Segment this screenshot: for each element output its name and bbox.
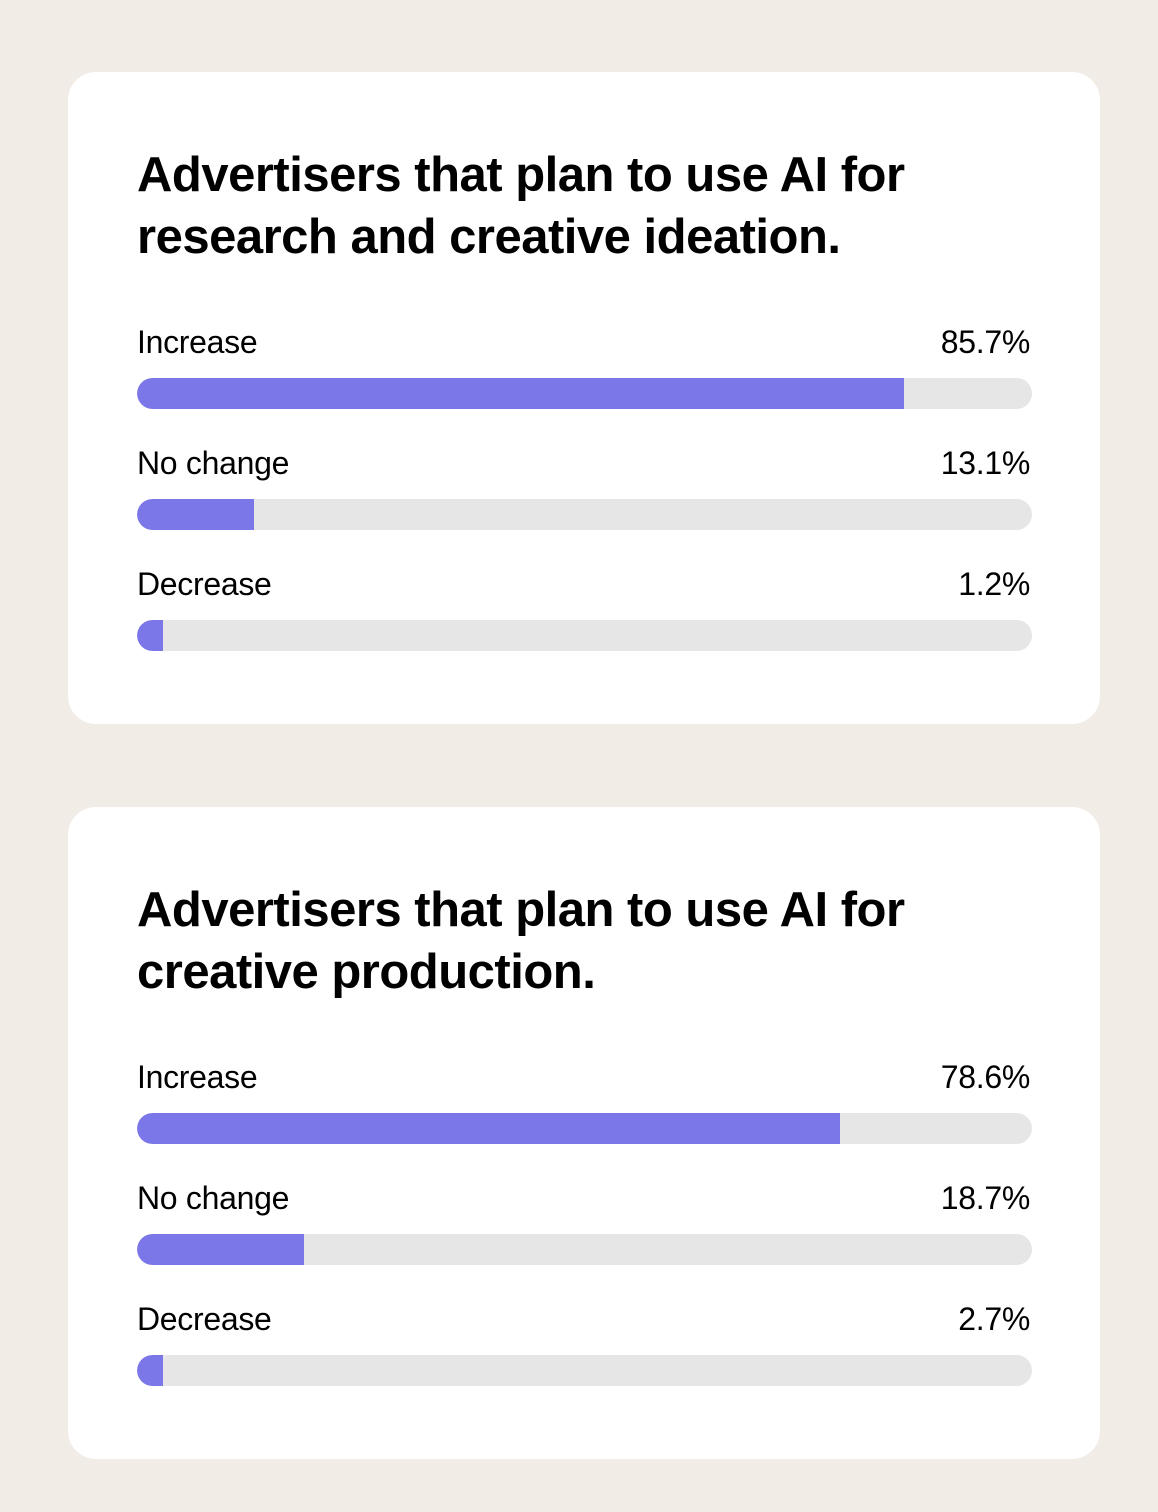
bar-row-increase: Increase 78.6% [137, 1057, 1032, 1147]
bar-fill [137, 378, 904, 409]
chart-title: Advertisers that plan to use AI for crea… [137, 883, 905, 999]
bar-row-increase: Increase 85.7% [137, 322, 1032, 412]
bar-row-no-change: No change 18.7% [137, 1178, 1032, 1268]
chart-title: Advertisers that plan to use AI for rese… [137, 148, 905, 264]
bar-track [137, 378, 1032, 409]
bar-value-label: 2.7% [958, 1301, 1030, 1337]
bar-track [137, 1355, 1032, 1386]
bar-value-label: 1.2% [958, 566, 1030, 602]
bar-row-decrease: Decrease 2.7% [137, 1299, 1032, 1389]
bar-fill [137, 1113, 841, 1144]
bar-value-label: 85.7% [940, 324, 1031, 360]
bar-label: Decrease [137, 566, 272, 602]
bar-row-no-change: No change 13.1% [137, 443, 1032, 533]
bar-track [137, 1113, 1032, 1144]
bar-label: Increase [137, 1059, 258, 1095]
bar-track [137, 1234, 1032, 1265]
bar-value-label: 18.7% [940, 1180, 1031, 1216]
bar-track [137, 620, 1032, 651]
bar-fill [137, 620, 163, 651]
bar-fill [137, 499, 255, 530]
bar-label: No change [137, 1180, 290, 1216]
survey-card-creative-production: Advertisers that plan to use AI for crea… [68, 807, 1100, 1459]
bar-value-label: 13.1% [940, 445, 1031, 481]
bar-row-decrease: Decrease 1.2% [137, 564, 1032, 654]
bar-label: Decrease [137, 1301, 272, 1337]
bar-track [137, 499, 1032, 530]
bar-fill [137, 1234, 305, 1265]
survey-card-research-ideation: Advertisers that plan to use AI for rese… [68, 72, 1100, 724]
bar-label: No change [137, 445, 290, 481]
bar-fill [137, 1355, 163, 1386]
bar-label: Increase [137, 324, 258, 360]
bar-value-label: 78.6% [940, 1059, 1031, 1095]
